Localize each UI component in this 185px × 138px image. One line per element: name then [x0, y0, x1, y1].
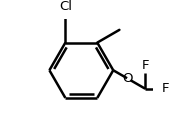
Text: F: F [141, 59, 149, 72]
Text: O: O [122, 72, 132, 85]
Text: Cl: Cl [59, 0, 72, 13]
Text: F: F [162, 82, 169, 95]
